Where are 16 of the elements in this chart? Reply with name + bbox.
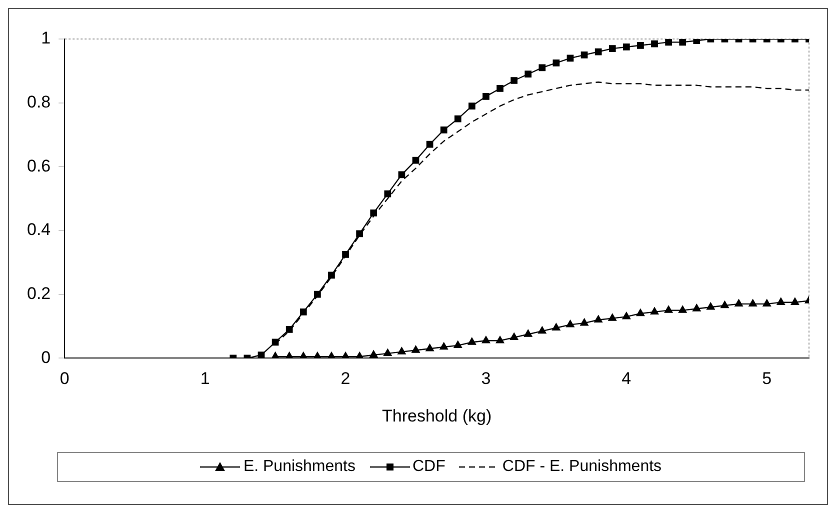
x-tick-label: 3 (481, 369, 491, 388)
y-tick-label: 0.8 (26, 92, 51, 112)
y-tick-label: 0.4 (26, 220, 51, 240)
x-axis-title: Threshold (kg) (382, 406, 492, 426)
x-tick-label: 4 (622, 369, 632, 388)
y-tick-label: 0 (41, 348, 51, 367)
x-tick-label: 5 (762, 369, 772, 388)
y-tick-label: 0.2 (26, 284, 51, 304)
legend-label: CDF - E. Punishments (502, 458, 662, 476)
legend-label: CDF (412, 458, 446, 476)
x-tick-label: 2 (340, 369, 350, 388)
legend-label: E. Punishments (243, 458, 356, 476)
y-tick-label: 0.6 (26, 156, 51, 176)
y-tick-label: 1 (41, 28, 51, 48)
x-tick-label: 1 (200, 369, 210, 388)
x-tick-label: 0 (60, 369, 70, 388)
